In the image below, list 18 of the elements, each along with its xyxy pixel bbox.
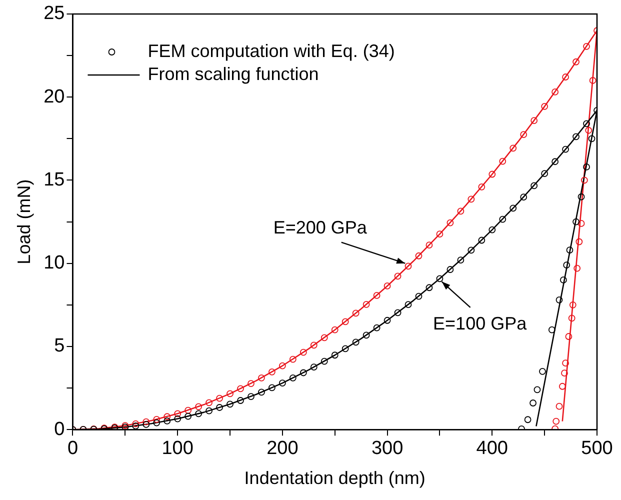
- x-tick-label: 0: [67, 438, 78, 460]
- y-tick-label: 5: [54, 336, 65, 357]
- x-tick-label: 300: [371, 438, 404, 460]
- legend-label: From scaling function: [148, 64, 319, 84]
- x-tick-label: 100: [162, 438, 194, 460]
- x-tick-label: 500: [581, 438, 613, 460]
- x-tick-label: 200: [266, 438, 298, 460]
- y-tick-label: 10: [44, 252, 65, 274]
- y-tick-label: 0: [54, 418, 65, 440]
- y-tick-label: 25: [44, 3, 65, 24]
- x-axis-title: Indentation depth (nm): [244, 468, 426, 488]
- annotation: E=100 GPa: [433, 314, 528, 334]
- y-axis-title: Load (mN): [14, 179, 34, 264]
- y-tick-label: 20: [44, 86, 65, 108]
- x-tick-label: 400: [476, 438, 508, 460]
- annotation: E=200 GPa: [273, 217, 368, 238]
- legend-label: FEM computation with Eq. (34): [148, 40, 395, 61]
- y-tick-label: 15: [44, 169, 65, 190]
